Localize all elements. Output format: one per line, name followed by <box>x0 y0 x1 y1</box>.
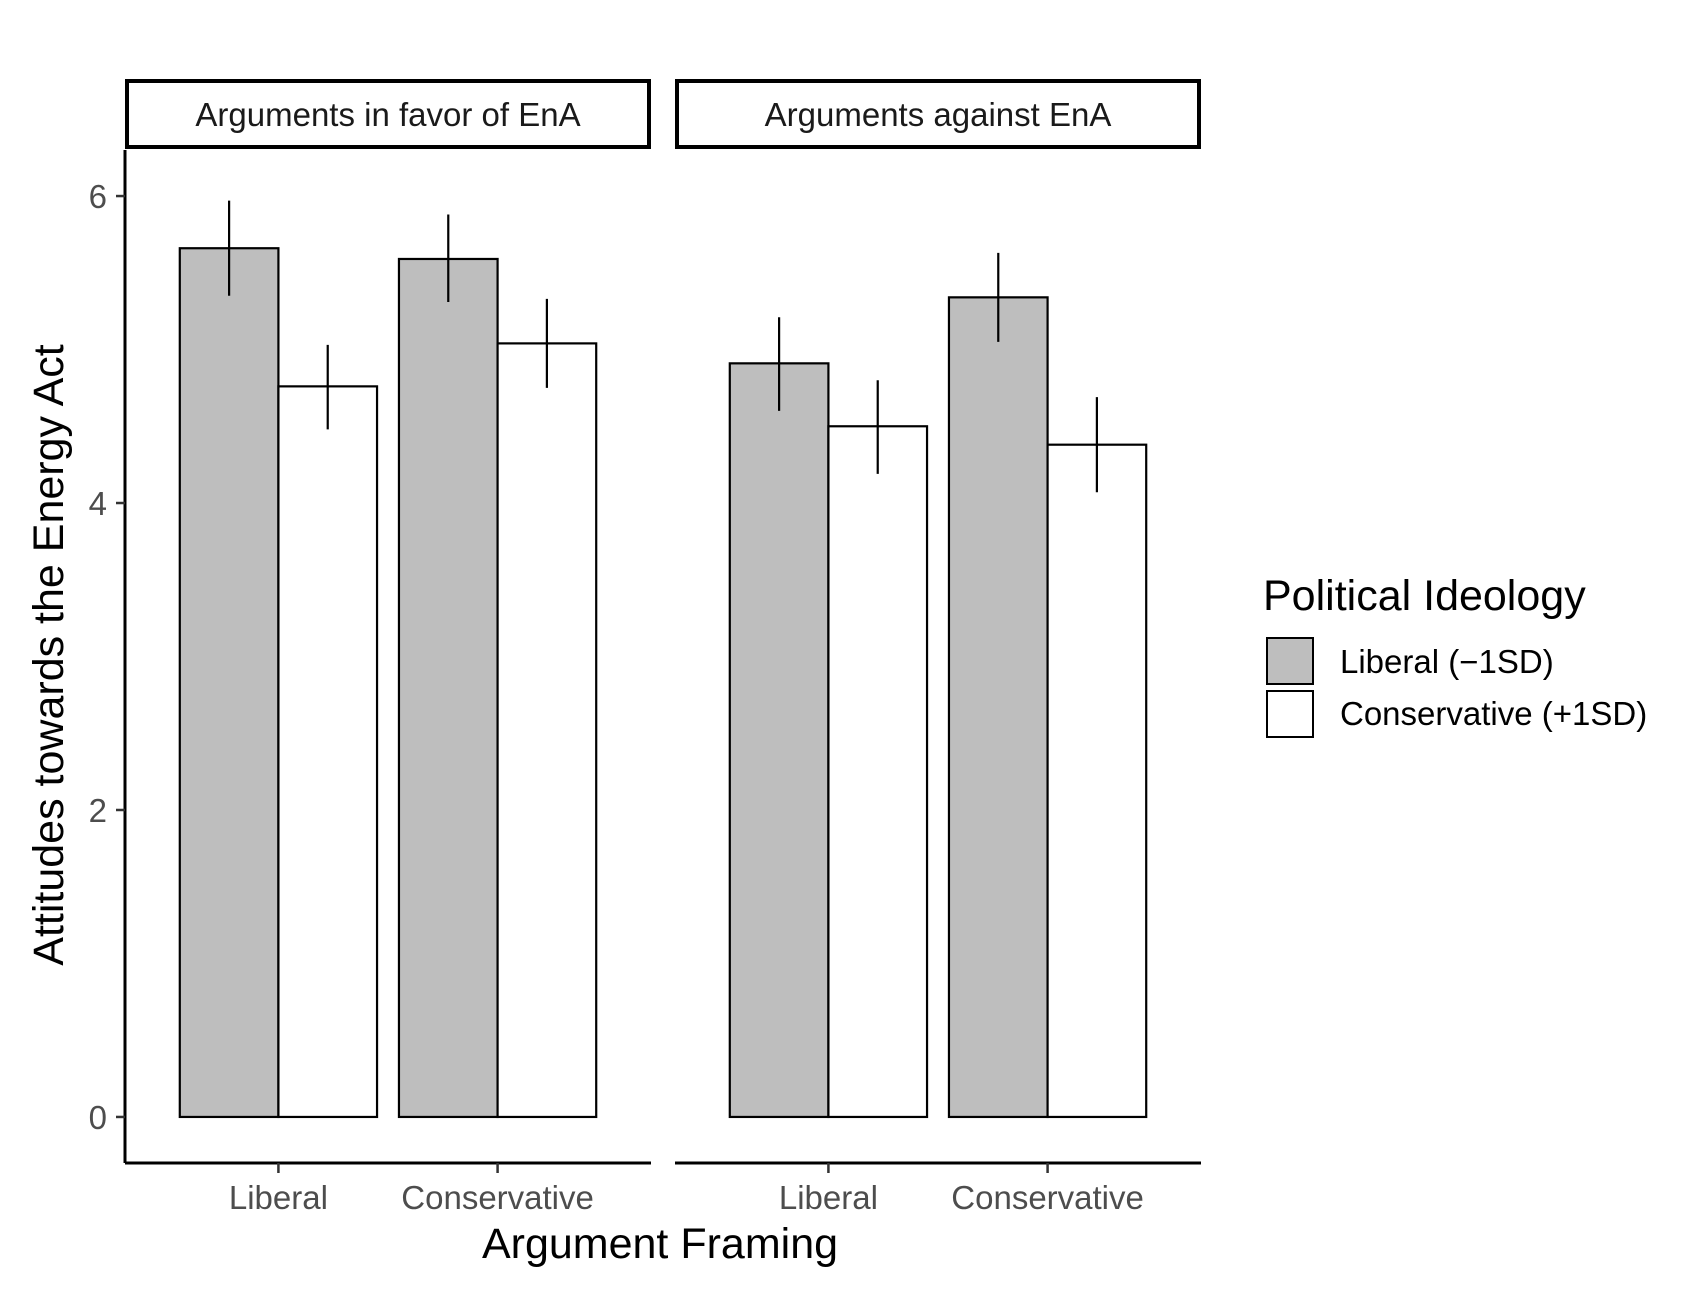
legend-label-conservative: Conservative (+1SD) <box>1340 695 1647 732</box>
bar <box>397 257 499 1119</box>
legend: Political Ideology Liberal (−1SD) Conser… <box>1263 572 1647 738</box>
bar <box>1046 443 1148 1119</box>
bar <box>947 296 1049 1119</box>
legend-key-conservative <box>1266 690 1314 738</box>
x-tick-label: Conservative <box>401 1179 594 1216</box>
panel-2: Arguments against EnA Liberal Conservative <box>675 79 1201 1216</box>
legend-title: Political Ideology <box>1263 572 1586 620</box>
bar <box>277 385 379 1119</box>
y-tick-label: 4 <box>89 485 107 522</box>
x-axis-title: Argument Framing <box>482 1220 838 1268</box>
bar <box>496 342 598 1119</box>
y-tick-label: 2 <box>89 792 107 829</box>
y-tick-label: 0 <box>89 1099 107 1136</box>
panel-title: Arguments against EnA <box>765 96 1112 133</box>
y-tick-label: 6 <box>89 178 107 215</box>
bar <box>827 425 929 1119</box>
bar <box>728 362 830 1119</box>
bar <box>178 247 280 1119</box>
panel-title: Arguments in favor of EnA <box>195 96 580 133</box>
y-axis: 0 2 4 6 <box>89 150 127 1163</box>
x-tick-label: Liberal <box>229 1179 328 1216</box>
panel-strip <box>675 79 1201 149</box>
x-tick-label: Conservative <box>951 1179 1144 1216</box>
y-axis-title: Attitudes towards the Energy Act <box>25 344 73 965</box>
legend-key-liberal <box>1266 637 1314 685</box>
panels: Arguments in favor of EnA Liberal Conserva… <box>125 79 1201 1216</box>
x-tick-label: Liberal <box>779 1179 878 1216</box>
panel-strip <box>125 79 651 149</box>
legend-label-liberal: Liberal (−1SD) <box>1340 643 1554 680</box>
panel-1: Arguments in favor of EnA Liberal Conserva… <box>125 79 651 1216</box>
